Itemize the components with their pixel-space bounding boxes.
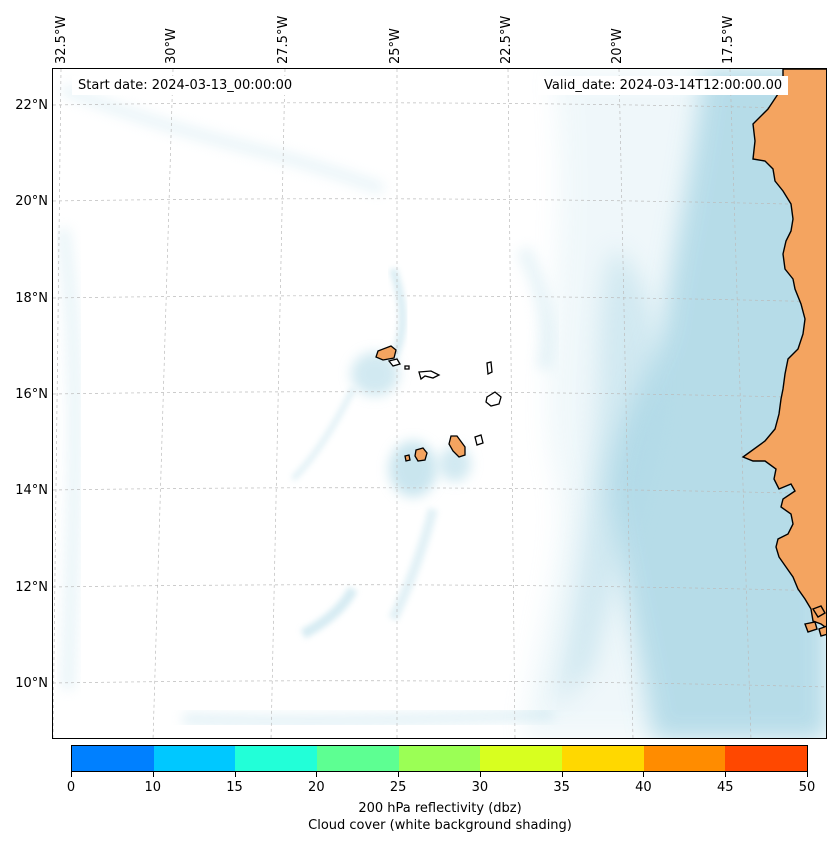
cloud-streak-8: [515, 245, 555, 371]
graticule: [53, 69, 826, 738]
island-boa-vista: [485, 391, 502, 407]
colorbar-tick-2: [234, 772, 236, 777]
island-fogo: [414, 447, 428, 462]
colorbar-tick-5: [479, 772, 481, 777]
lon-label-17-5w: 17.5°W: [721, 15, 736, 64]
colorbar-tick-3: [316, 772, 318, 777]
colorbar-segment-5: [480, 746, 563, 771]
colorbar-tick-7: [643, 772, 645, 777]
cloud-cover-shading: [56, 69, 826, 738]
colorbar-tick-9: [807, 772, 808, 777]
gridline-lat-20: [53, 198, 826, 206]
colorbar-segment-8: [725, 746, 808, 771]
colorbar-tick-label-8: 45: [716, 780, 734, 795]
start-date-label: Start date: 2024-03-13_00:00:00: [72, 76, 299, 95]
lat-label-22n: 22°N: [15, 98, 48, 113]
gridline-lon-27-5: [270, 69, 286, 738]
lat-label-16n: 16°N: [15, 387, 48, 402]
cloud-patch-islands-north: [351, 352, 399, 396]
map-canvas: [53, 69, 826, 738]
cloud-band-mid: [553, 249, 661, 709]
colorbar-segment-0: [72, 746, 154, 771]
gridline-lat-22: [53, 102, 826, 110]
cloud-streak-7: [56, 228, 82, 690]
cloud-band-dense: [609, 69, 826, 738]
colorbar-tick-0: [71, 772, 72, 777]
land-africa-mainland: [741, 69, 826, 629]
colorbar-label-reflectivity: 200 hPa reflectivity (dbz): [358, 801, 522, 816]
island-santo-antao: [375, 345, 397, 361]
island-santa-luzia: [404, 365, 410, 370]
cloud-streak-3: [300, 586, 358, 639]
lon-label-20w: 20°W: [610, 28, 625, 64]
cloud-patch-islands-south: [389, 441, 437, 497]
colorbar-tick-4: [398, 772, 400, 777]
gridline-lon-22-5: [507, 69, 516, 738]
gridline-lat-16: [53, 391, 826, 399]
gridline-lon-30: [152, 69, 174, 738]
colorbar-segment-4: [398, 746, 481, 771]
cloud-streak-4: [388, 507, 438, 622]
colorbar-tick-label-9: 50: [798, 780, 816, 795]
gridline-lat-10: [53, 680, 826, 688]
lon-label-25w: 25°W: [388, 28, 403, 64]
island-sao-vicente: [387, 358, 401, 367]
gridline-lon-32-5: [53, 69, 62, 738]
cloud-streak-5: [182, 708, 554, 728]
colorbar-tick-6: [561, 772, 563, 777]
valid-date-label: Valid_date: 2024-03-14T12:00:00.00: [538, 76, 789, 95]
island-maio: [474, 434, 484, 446]
lat-label-10n: 10°N: [15, 676, 48, 691]
gridline-lon-17-5: [729, 69, 752, 738]
colorbar-tick-label-6: 35: [553, 780, 570, 795]
colorbar-segment-1: [153, 746, 236, 771]
colorbar-tick-label-2: 15: [226, 780, 243, 795]
colorbar-segment-6: [562, 746, 644, 771]
lat-label-12n: 12°N: [15, 580, 48, 595]
cloud-streak-6: [60, 83, 385, 195]
colorbar-tick-label-0: 0: [66, 780, 76, 795]
colorbar-label-cloud-cover: Cloud cover (white background shading): [308, 818, 572, 833]
lon-label-27-5w: 27.5°W: [276, 15, 291, 64]
colorbar-tick-8: [725, 772, 727, 777]
colorbar-tick-label-3: 20: [308, 780, 325, 795]
coastline-west-africa: [741, 69, 826, 637]
cloud-streak-2: [290, 387, 356, 482]
colorbar-tick-label-5: 30: [471, 780, 489, 795]
cape-verde-islands: [375, 345, 502, 462]
lat-label-14n: 14°N: [15, 483, 48, 498]
colorbar-segment-3: [317, 746, 399, 771]
map-frame: [52, 68, 827, 739]
colorbar-tick-label-4: 25: [389, 780, 407, 795]
colorbar-tick-1: [152, 772, 154, 777]
gridline-lon-20: [618, 69, 634, 738]
lat-label-18n: 18°N: [15, 291, 48, 306]
land-bijagos-2: [804, 621, 818, 633]
gridline-lat-18: [53, 295, 826, 303]
gridline-lat-14: [53, 487, 826, 495]
colorbar-segment-2: [235, 746, 318, 771]
colorbar: [71, 745, 808, 772]
land-bijagos-1: [811, 605, 826, 618]
island-sao-nicolau: [418, 370, 441, 381]
cloud-streak-1: [389, 267, 407, 361]
lon-label-30w: 30°W: [164, 28, 179, 64]
colorbar-tick-label-7: 40: [635, 780, 652, 795]
island-brava: [404, 454, 411, 462]
island-sal: [486, 361, 493, 376]
lon-label-32-5w: 32.5°W: [54, 15, 69, 64]
colorbar-segment-7: [643, 746, 726, 771]
lat-label-20n: 20°N: [15, 194, 48, 209]
lon-label-22-5w: 22.5°W: [499, 15, 514, 64]
island-santiago: [448, 435, 466, 458]
gridline-lat-12: [53, 584, 826, 592]
land-bijagos-3: [818, 625, 826, 637]
colorbar-tick-label-1: 10: [144, 780, 162, 795]
